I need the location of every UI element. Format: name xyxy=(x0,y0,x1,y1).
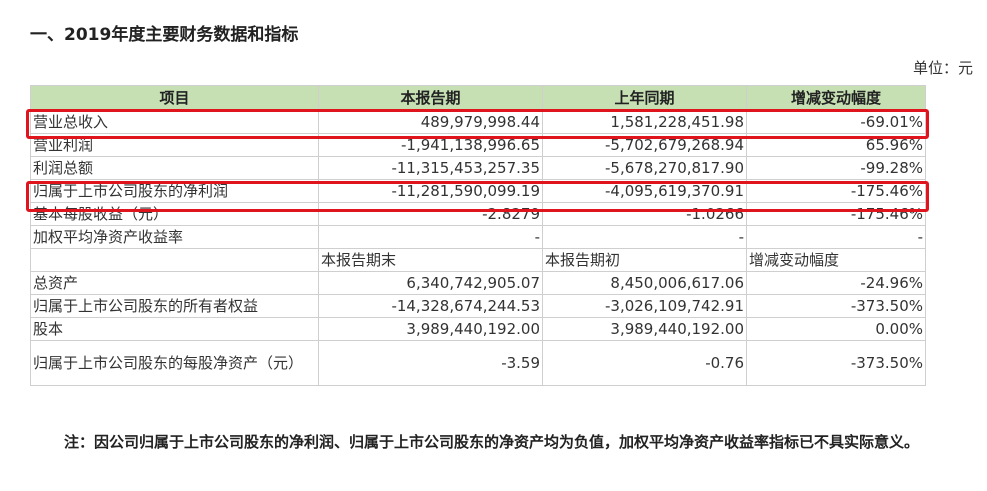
unit-label: 单位：元 xyxy=(912,59,973,77)
row-label: 营业利润 xyxy=(30,133,319,157)
cell-previous: -4,095,619,370.91 xyxy=(542,179,747,203)
cell-change: -24.96% xyxy=(746,271,926,295)
footnote: 注：因公司归属于上市公司股东的净利润、归属于上市公司股东的净资产均为负值，加权平… xyxy=(64,433,920,451)
row-label: 营业总收入 xyxy=(30,110,319,134)
cell-previous: 1,581,228,451.98 xyxy=(542,110,747,134)
cell-previous: -5,678,270,817.90 xyxy=(542,156,747,180)
row-label: 归属于上市公司股东的每股净资产（元） xyxy=(30,340,319,386)
table-row: 营业总收入 489,979,998.44 1,581,228,451.98 -6… xyxy=(30,110,926,134)
cell-previous: -5,702,679,268.94 xyxy=(542,133,747,157)
cell-change: -175.46% xyxy=(746,202,926,226)
subheader-period-end: 本报告期末 xyxy=(318,248,543,272)
cell-previous: -1.0266 xyxy=(542,202,747,226)
table-row: 营业利润 -1,941,138,996.65 -5,702,679,268.94… xyxy=(30,133,926,157)
subheader-change: 增减变动幅度 xyxy=(746,248,926,272)
header-change: 增减变动幅度 xyxy=(746,85,926,111)
cell-change: -69.01% xyxy=(746,110,926,134)
cell-current: -11,281,590,099.19 xyxy=(318,179,543,203)
cell-current: -1,941,138,996.65 xyxy=(318,133,543,157)
header-previous-period: 上年同期 xyxy=(542,85,747,111)
cell-change: -175.46% xyxy=(746,179,926,203)
cell-change: -99.28% xyxy=(746,156,926,180)
table-row: 股本 3,989,440,192.00 3,989,440,192.00 0.0… xyxy=(30,317,926,341)
row-label: 归属于上市公司股东的净利润 xyxy=(30,179,319,203)
table-row: 利润总额 -11,315,453,257.35 -5,678,270,817.9… xyxy=(30,156,926,180)
row-label: 股本 xyxy=(30,317,319,341)
cell-current: -11,315,453,257.35 xyxy=(318,156,543,180)
row-label: 归属于上市公司股东的所有者权益 xyxy=(30,294,319,318)
table-row: 基本每股收益（元） -2.8279 -1.0266 -175.46% xyxy=(30,202,926,226)
cell-current: - xyxy=(318,225,543,249)
cell-current: -3.59 xyxy=(318,340,543,386)
financial-table: 项目 本报告期 上年同期 增减变动幅度 营业总收入 489,979,998.44… xyxy=(30,85,926,386)
row-label: 总资产 xyxy=(30,271,319,295)
cell-current: -2.8279 xyxy=(318,202,543,226)
subheader-empty xyxy=(30,248,319,272)
cell-change: 65.96% xyxy=(746,133,926,157)
cell-previous: - xyxy=(542,225,747,249)
cell-change: -373.50% xyxy=(746,294,926,318)
section-title: 一、2019年度主要财务数据和指标 xyxy=(30,25,299,45)
table-row: 总资产 6,340,742,905.07 8,450,006,617.06 -2… xyxy=(30,271,926,295)
table-row: 归属于上市公司股东的净利润 -11,281,590,099.19 -4,095,… xyxy=(30,179,926,203)
table-row: 加权平均净资产收益率 - - - xyxy=(30,225,926,249)
row-label: 利润总额 xyxy=(30,156,319,180)
cell-current: 6,340,742,905.07 xyxy=(318,271,543,295)
table-row: 归属于上市公司股东的每股净资产（元） -3.59 -0.76 -373.50% xyxy=(30,340,926,386)
row-label: 加权平均净资产收益率 xyxy=(30,225,319,249)
cell-change: - xyxy=(746,225,926,249)
cell-current: 3,989,440,192.00 xyxy=(318,317,543,341)
table-subheader-row: 本报告期末 本报告期初 增减变动幅度 xyxy=(30,248,926,272)
cell-change: 0.00% xyxy=(746,317,926,341)
row-label: 基本每股收益（元） xyxy=(30,202,319,226)
cell-previous: -3,026,109,742.91 xyxy=(542,294,747,318)
header-current-period: 本报告期 xyxy=(318,85,543,111)
subheader-period-start: 本报告期初 xyxy=(542,248,747,272)
table-header-row: 项目 本报告期 上年同期 增减变动幅度 xyxy=(30,85,926,111)
cell-previous: 3,989,440,192.00 xyxy=(542,317,747,341)
cell-current: 489,979,998.44 xyxy=(318,110,543,134)
cell-current: -14,328,674,244.53 xyxy=(318,294,543,318)
header-item: 项目 xyxy=(30,85,319,111)
cell-previous: -0.76 xyxy=(542,340,747,386)
cell-change: -373.50% xyxy=(746,340,926,386)
cell-previous: 8,450,006,617.06 xyxy=(542,271,747,295)
table-row: 归属于上市公司股东的所有者权益 -14,328,674,244.53 -3,02… xyxy=(30,294,926,318)
